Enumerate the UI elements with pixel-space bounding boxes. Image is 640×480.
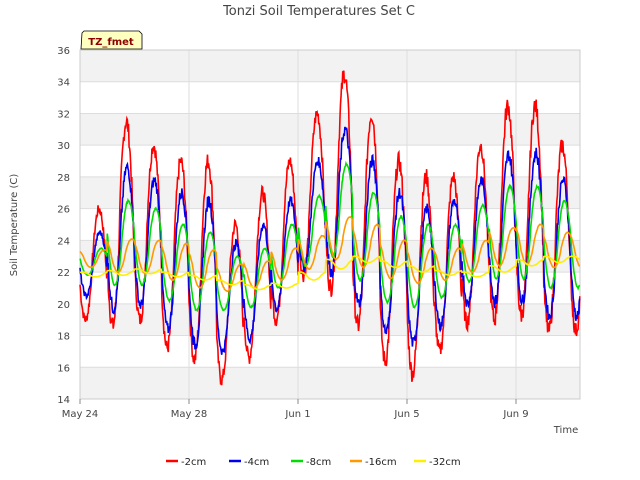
y-tick-label: 24 <box>57 236 70 247</box>
legend-label: -32cm <box>429 457 461 468</box>
y-axis-ticks: 14 16 18 20 22 24 26 28 30 32 34 36 <box>57 46 70 406</box>
x-axis-ticks: May 24 May 28 Jun 1 Jun 5 Jun 9 <box>62 399 529 420</box>
x-tick-label: Jun 5 <box>393 409 419 420</box>
legend: -2cm -4cm -8cm -16cm -32cm <box>166 457 461 468</box>
site-badge-shape <box>80 30 143 50</box>
gridlines <box>79 49 580 400</box>
series-line-minus-8cm <box>79 160 581 313</box>
chart-title: Tonzi Soil Temperatures Set C <box>222 4 415 19</box>
legend-label: -4cm <box>244 457 269 468</box>
background-bands <box>80 50 580 399</box>
y-tick-label: 16 <box>57 363 70 374</box>
y-tick-label: 32 <box>57 109 70 120</box>
grid-band <box>80 367 580 399</box>
series-lines <box>79 70 581 386</box>
y-tick-label: 28 <box>57 173 70 184</box>
legend-label: -2cm <box>181 457 206 468</box>
grid-band <box>80 176 580 209</box>
legend-label: -8cm <box>306 457 331 468</box>
series-line-minus-2cm <box>79 70 581 386</box>
series-line-minus-32cm <box>79 255 581 291</box>
site-badge-label: TZ_fmet <box>88 37 134 48</box>
site-badge: TZ_fmet <box>80 30 143 50</box>
x-tick-label: May 28 <box>171 409 208 420</box>
y-tick-label: 18 <box>57 332 70 343</box>
grid-band <box>80 50 580 82</box>
grid-band <box>80 303 580 336</box>
y-tick-label: 36 <box>57 46 70 57</box>
legend-label: -16cm <box>365 457 397 468</box>
y-tick-label: 34 <box>57 78 70 89</box>
x-axis-label: Time <box>553 425 578 436</box>
y-tick-label: 22 <box>57 268 70 279</box>
y-tick-label: 14 <box>57 395 70 406</box>
x-tick-label: Jun 9 <box>502 409 528 420</box>
y-axis-label: Soil Temperature (C) <box>9 174 20 277</box>
plot-frame <box>79 49 581 400</box>
x-tick-label: Jun 1 <box>284 409 310 420</box>
grid-band <box>80 113 580 146</box>
y-tick-label: 20 <box>57 300 70 311</box>
y-tick-label: 30 <box>57 141 70 152</box>
series-line-minus-16cm <box>79 215 581 293</box>
y-tick-label: 26 <box>57 205 70 216</box>
series-line-minus-4cm <box>79 126 581 355</box>
x-tick-label: May 24 <box>62 409 99 420</box>
